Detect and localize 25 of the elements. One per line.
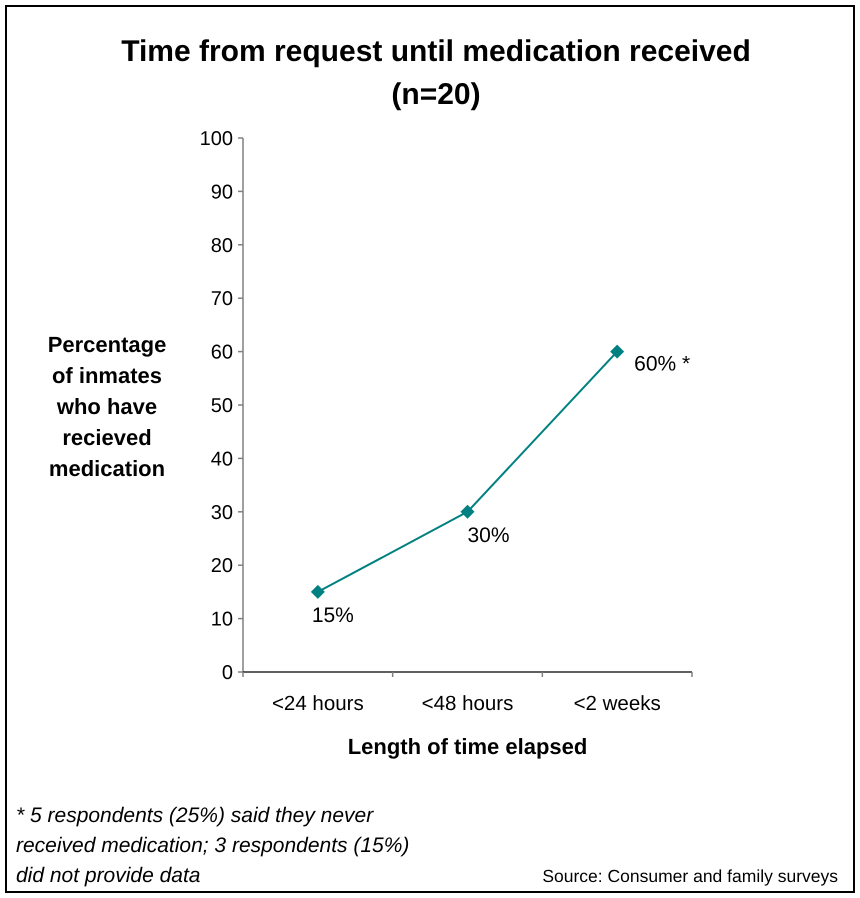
x-tick-label: <2 weeks (574, 692, 661, 715)
point (610, 344, 624, 359)
x-axis-title: Length of time elapsed (348, 734, 588, 759)
chart-title: Time from request until medication received (n=20) (121, 35, 751, 111)
y-tick-label: 50 (210, 395, 233, 417)
y-tick-label: 80 (210, 234, 233, 257)
data-label: 15% (312, 604, 354, 627)
source-note: Source: Consumer and family surveys (542, 866, 838, 886)
data-label: 30% (468, 524, 510, 547)
y-tick-label: 40 (210, 448, 233, 470)
y-tick-label: 60 (210, 342, 233, 364)
y-axis-title: Percentage of inmates who have recieved medication (48, 332, 166, 481)
point (310, 584, 325, 599)
x-tick-label: <24 hours (272, 692, 364, 715)
point (460, 504, 474, 519)
y-tick-label: 30 (210, 502, 233, 524)
text: * 5 respondents (25%) said they never received medication; 3 respondents (15%) did not provide data (16, 804, 410, 887)
y-tick-label: 70 (210, 288, 233, 310)
y-tick-label: 10 (210, 608, 233, 631)
x-tick-label: <48 hours (422, 692, 514, 715)
y-tick-label: 100 (200, 128, 233, 150)
y-tick-label: 90 (210, 181, 233, 204)
y-tick-label: 0 (222, 662, 233, 684)
data-label: 60% * (634, 352, 690, 376)
y-tick-label: 20 (210, 555, 233, 578)
